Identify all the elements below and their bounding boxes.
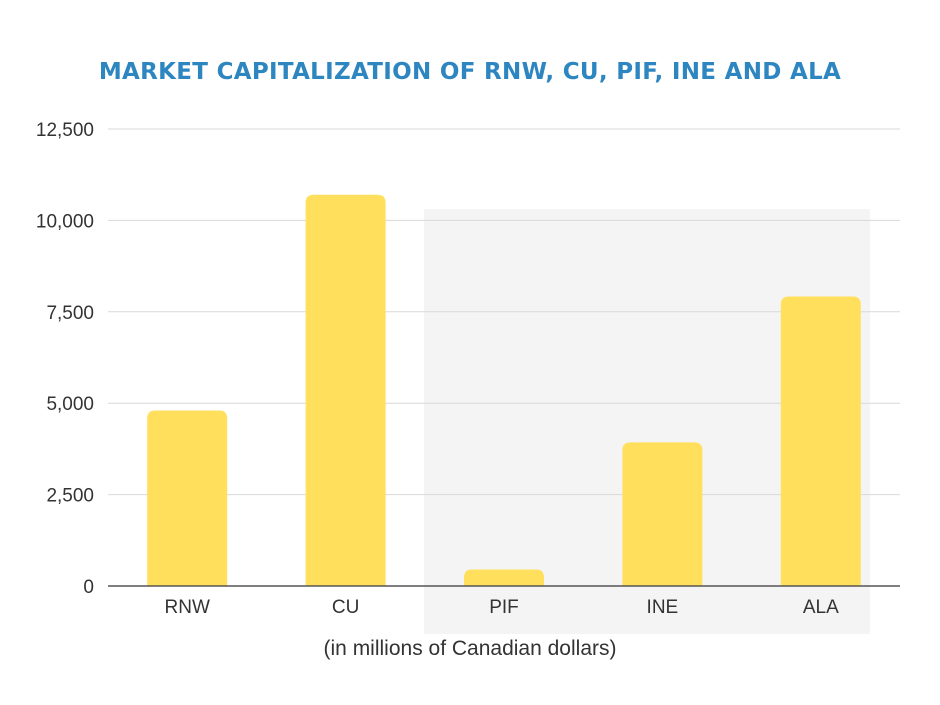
- x-tick-label: PIF: [489, 597, 519, 618]
- y-tick-label: 0: [83, 577, 94, 598]
- gridlines: [108, 128, 900, 496]
- x-tick-label: INE: [647, 597, 679, 618]
- y-tick-label: 12,500: [36, 120, 94, 141]
- y-axis-ticks: 0 2,500 5,000 7,500 10,000 12,500: [36, 120, 94, 598]
- bar-rnw: [147, 410, 228, 586]
- x-axis-label: (in millions of Canadian dollars): [324, 637, 617, 660]
- x-tick-label: ALA: [803, 597, 839, 618]
- y-tick-label: 10,000: [36, 211, 94, 232]
- x-axis-ticks: RNW CU PIF INE ALA: [165, 597, 840, 618]
- chart-title: MARKET CAPITALIZATION OF RNW, CU, PIF, I…: [99, 59, 841, 85]
- bars: [147, 194, 861, 587]
- x-tick-label: RNW: [165, 597, 210, 618]
- y-tick-label: 5,000: [46, 394, 94, 415]
- x-tick-label: CU: [332, 597, 359, 618]
- bar-cu: [305, 194, 386, 587]
- y-tick-label: 2,500: [46, 486, 94, 507]
- bar-ala: [780, 296, 861, 586]
- bar-ine: [622, 442, 703, 586]
- bar-pif: [464, 569, 544, 586]
- y-tick-label: 7,500: [46, 303, 94, 324]
